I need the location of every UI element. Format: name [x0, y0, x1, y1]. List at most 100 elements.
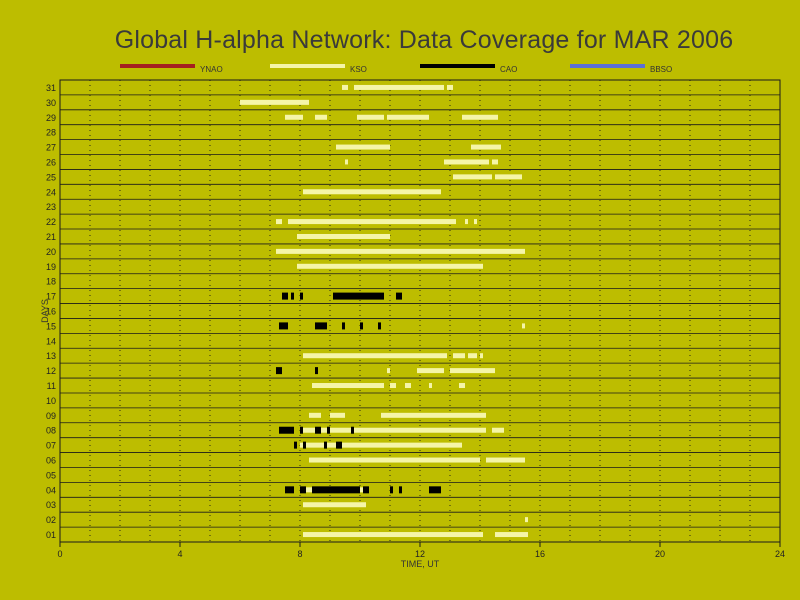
y-tick-label: 07 — [46, 441, 56, 451]
coverage-bars — [240, 84, 528, 538]
coverage-bar — [303, 189, 441, 195]
y-tick-label: 22 — [46, 217, 56, 227]
x-tick-label: 12 — [415, 549, 425, 559]
y-tick-label: 11 — [47, 381, 56, 391]
y-tick-label: 18 — [46, 277, 56, 287]
y-tick-label: 15 — [46, 321, 56, 331]
x-tick-label: 20 — [655, 549, 665, 559]
y-tick-label: 10 — [46, 396, 56, 406]
coverage-bar — [294, 441, 297, 449]
legend-swatch — [120, 64, 195, 68]
chart-title: Global H-alpha Network: Data Coverage fo… — [114, 26, 734, 54]
y-axis-label: DAYS — [40, 299, 50, 323]
coverage-bar — [282, 292, 288, 300]
x-tick-label: 8 — [297, 549, 302, 559]
coverage-bar — [240, 99, 309, 105]
coverage-bar — [330, 412, 345, 418]
coverage-bar — [303, 502, 366, 508]
coverage-bar — [336, 441, 342, 449]
coverage-bar — [303, 441, 306, 449]
coverage-bar — [522, 323, 525, 329]
coverage-bar — [465, 219, 468, 225]
coverage-bar — [333, 292, 384, 300]
coverage-bar — [480, 353, 483, 359]
coverage-bar — [495, 532, 528, 538]
coverage-bar — [345, 159, 348, 165]
coverage-bar — [390, 383, 396, 389]
coverage-bar — [285, 114, 303, 120]
coverage-bar — [351, 426, 354, 434]
coverage-bar — [486, 457, 525, 463]
coverage-bar — [297, 263, 483, 269]
y-tick-label: 21 — [46, 232, 56, 242]
y-tick-label: 24 — [46, 187, 56, 197]
coverage-bar — [447, 84, 453, 90]
y-tick-label: 09 — [46, 411, 56, 421]
coverage-bar — [453, 174, 492, 180]
y-tick-label: 17 — [46, 292, 56, 302]
y-tick-label: 13 — [46, 351, 56, 361]
coverage-bar — [492, 427, 504, 433]
coverage-bar — [390, 486, 393, 494]
y-tick-label: 16 — [46, 307, 56, 317]
coverage-bar — [297, 233, 390, 239]
y-tick-label: 28 — [46, 128, 56, 138]
coverage-bar — [279, 322, 288, 330]
coverage-bar — [387, 368, 390, 374]
coverage-bar — [444, 159, 489, 165]
coverage-bar — [324, 441, 327, 449]
coverage-bar — [450, 368, 495, 374]
coverage-bar — [354, 84, 444, 90]
coverage-bar — [300, 486, 306, 494]
coverage-bar — [279, 426, 294, 434]
y-tick-label: 19 — [46, 262, 56, 272]
coverage-bar — [309, 457, 480, 463]
x-tick-label: 16 — [535, 549, 545, 559]
coverage-bar — [300, 426, 303, 434]
coverage-bar — [381, 412, 486, 418]
coverage-bar — [336, 144, 390, 150]
y-tick-label: 08 — [46, 426, 56, 436]
coverage-bar — [429, 383, 432, 389]
coverage-bar — [363, 486, 369, 494]
coverage-bar — [315, 114, 327, 120]
coverage-bar — [285, 486, 294, 494]
coverage-bar — [315, 426, 321, 434]
time-gridlines — [89, 80, 751, 542]
y-tick-label: 31 — [46, 83, 56, 93]
coverage-bar — [417, 368, 444, 374]
coverage-bar — [315, 367, 318, 375]
coverage-bar — [312, 486, 360, 494]
coverage-bar — [309, 412, 321, 418]
y-tick-label: 23 — [46, 202, 56, 212]
coverage-bar — [468, 353, 477, 359]
coverage-bar — [327, 426, 330, 434]
y-tick-label: 27 — [46, 143, 56, 153]
coverage-bar — [495, 174, 522, 180]
coverage-bar — [300, 442, 462, 448]
y-tick-label: 12 — [46, 366, 56, 376]
coverage-bar — [453, 353, 465, 359]
y-tick-label: 03 — [46, 500, 56, 510]
coverage-bar — [378, 322, 381, 330]
coverage-bar — [342, 322, 345, 330]
coverage-bar — [276, 248, 525, 254]
x-axis-label: TIME, UT — [401, 559, 440, 569]
coverage-bar — [492, 159, 498, 165]
y-tick-label: 14 — [46, 336, 56, 346]
y-tick-label: 04 — [46, 485, 56, 495]
coverage-bar — [360, 322, 363, 330]
x-tick-label: 0 — [57, 549, 62, 559]
y-tick-label: 20 — [46, 247, 56, 257]
y-tick-label: 25 — [46, 172, 56, 182]
legend-label: BBSO — [650, 65, 672, 74]
coverage-bar — [300, 427, 486, 433]
coverage-bar — [291, 292, 294, 300]
legend-label: CAO — [500, 65, 517, 74]
coverage-bar — [525, 517, 528, 523]
coverage-bar — [462, 114, 498, 120]
legend-label: YNAO — [200, 65, 223, 74]
legend-label: KSO — [350, 65, 367, 74]
coverage-bar — [276, 367, 282, 375]
